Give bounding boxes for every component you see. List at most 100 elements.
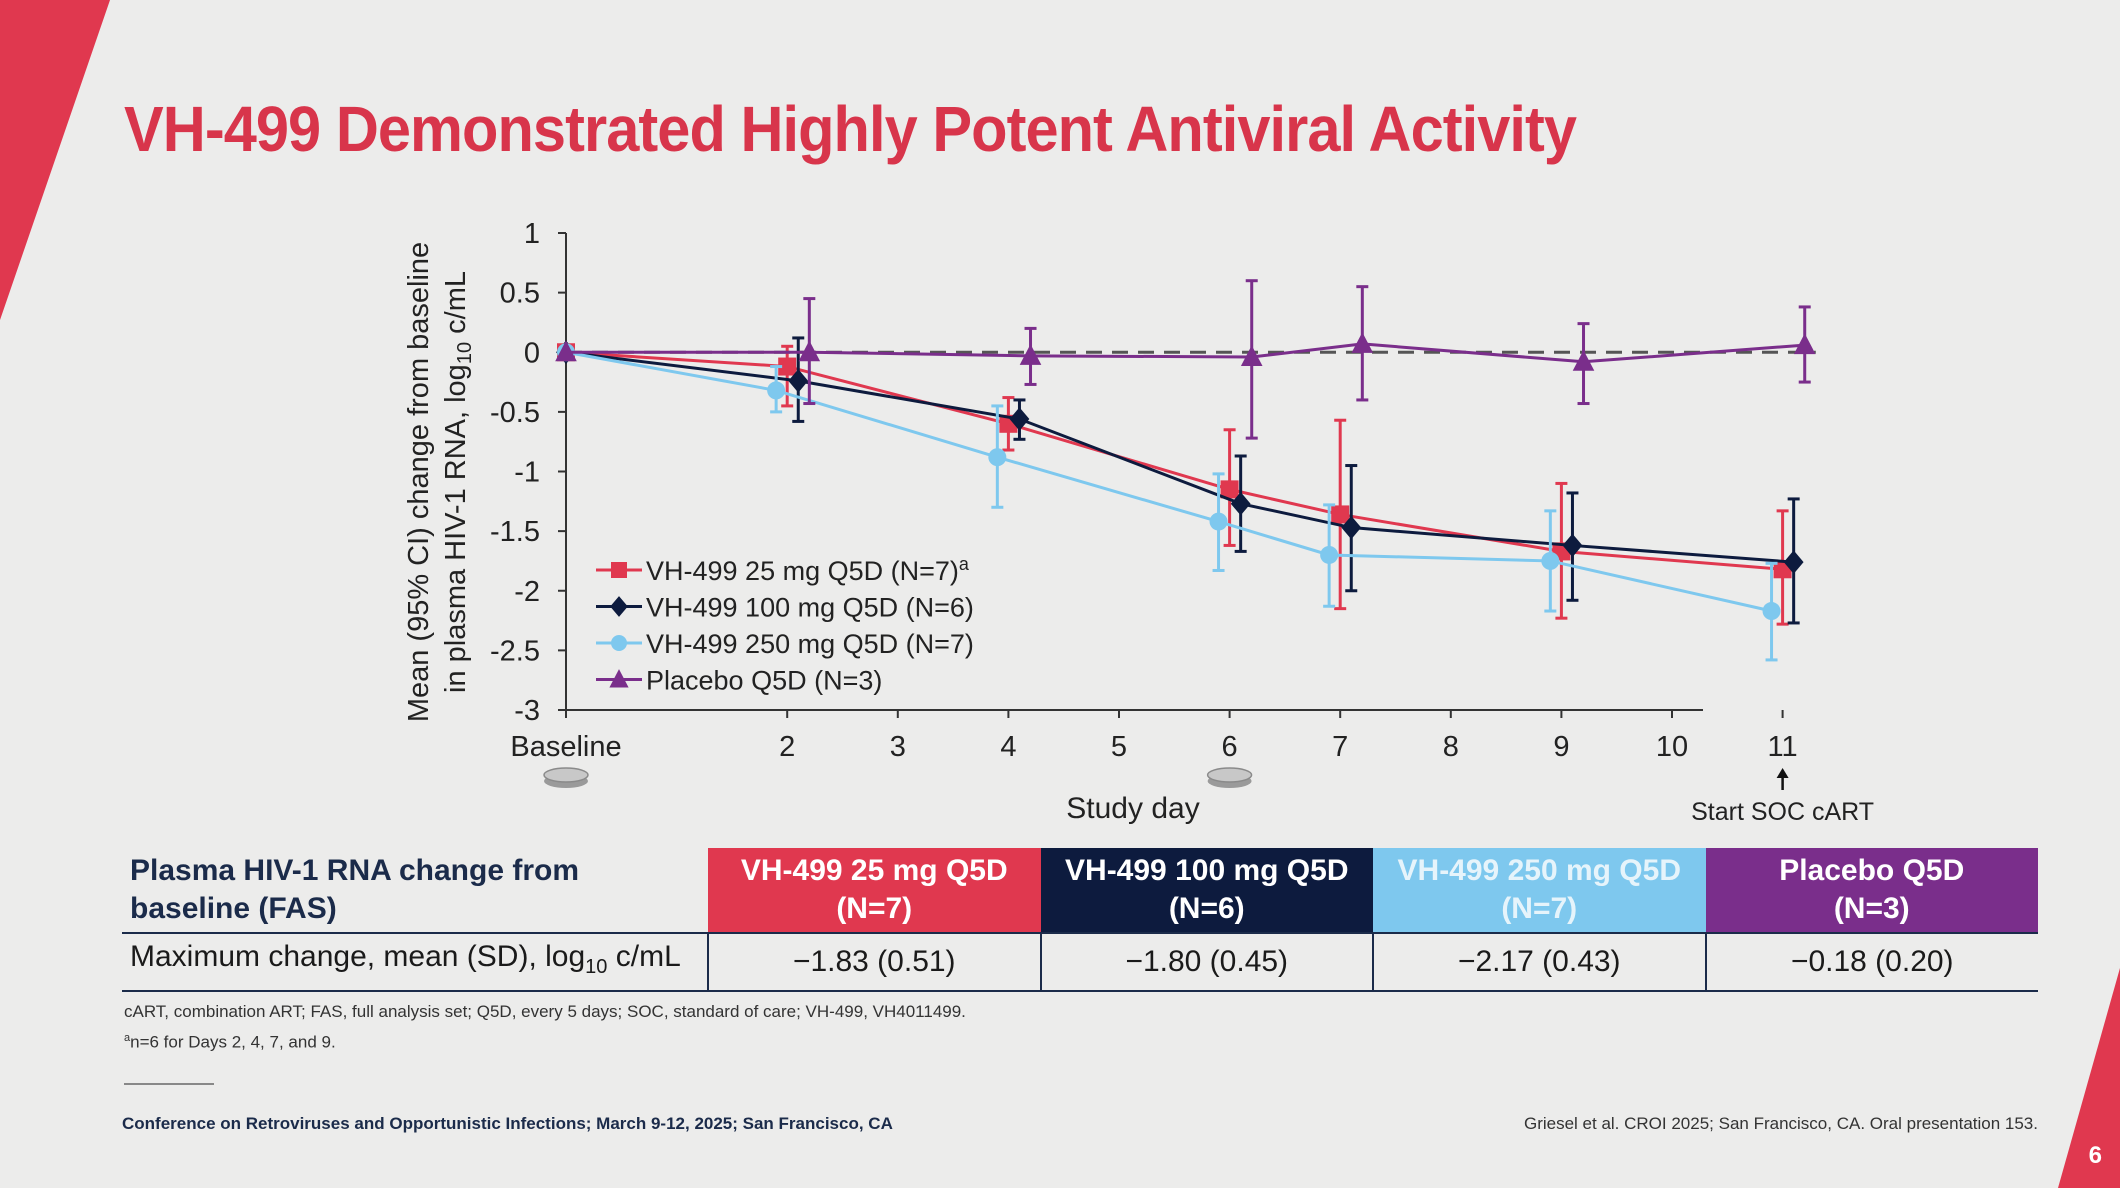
x-tick-label: 6 bbox=[1222, 731, 1238, 763]
marker-diamond bbox=[1009, 407, 1030, 431]
reference-footer: Griesel et al. CROI 2025; San Francisco,… bbox=[1523, 1114, 2038, 1133]
y-tick-label: 1 bbox=[524, 218, 540, 250]
marker-triangle bbox=[1351, 332, 1374, 353]
marker-triangle bbox=[1793, 333, 1816, 355]
x-tick-label: 8 bbox=[1443, 731, 1459, 763]
footnote-a-text: n=6 for Days 2, 4, 7, and 9. bbox=[130, 1032, 336, 1052]
y-tick-label: -2.5 bbox=[490, 635, 540, 667]
column-header-placebo: Placebo Q5D (N=3) bbox=[1705, 848, 2038, 933]
marker-square bbox=[1331, 505, 1350, 524]
row-label: Maximum change, mean (SD), log10 c/mL bbox=[122, 932, 708, 992]
column-header-line2: (N=6) bbox=[1168, 892, 1245, 925]
footnote-abbreviations: cART, combination ART; FAS, full analysi… bbox=[124, 1002, 966, 1021]
marker-square bbox=[1220, 480, 1239, 499]
marker-diamond bbox=[788, 369, 809, 393]
footnote-divider bbox=[124, 1083, 214, 1085]
row-label-unit: c/mL bbox=[607, 940, 681, 973]
marker-triangle bbox=[555, 340, 577, 362]
annotation-start-soc-cart: Start SOC cART bbox=[1691, 798, 1874, 826]
marker-triangle bbox=[609, 669, 629, 688]
value-cell-25mg: −1.83 (0.51) bbox=[707, 932, 1041, 992]
marker-diamond bbox=[610, 596, 628, 617]
y-tick-label: 0 bbox=[524, 337, 540, 369]
annotation-arrow-head bbox=[1776, 768, 1789, 778]
x-tick-label: 3 bbox=[890, 731, 906, 763]
row-label-text: Maximum change, mean (SD), log bbox=[130, 940, 586, 973]
corner-decoration-top-left bbox=[0, 0, 110, 320]
series-2 bbox=[557, 343, 1781, 662]
page-number: 6 bbox=[2088, 1142, 2102, 1169]
marker-square bbox=[611, 562, 627, 578]
marker-circle bbox=[1762, 602, 1781, 621]
x-tick-label: 4 bbox=[1000, 731, 1016, 763]
column-header-line1: Placebo Q5D bbox=[1779, 854, 1965, 887]
column-header-line2: (N=7) bbox=[836, 892, 913, 925]
x-tick-label: 5 bbox=[1111, 731, 1127, 763]
conference-footer: Conference on Retroviruses and Opportuni… bbox=[122, 1114, 893, 1133]
x-tick-label: 2 bbox=[779, 731, 795, 763]
column-header-line1: VH-499 25 mg Q5D bbox=[740, 854, 1008, 887]
x-tick-label: 10 bbox=[1656, 731, 1688, 763]
column-header-line1: VH-499 250 mg Q5D bbox=[1397, 854, 1681, 887]
column-header-line2: (N=3) bbox=[1833, 892, 1910, 925]
marker-triangle bbox=[1572, 350, 1595, 371]
marker-circle bbox=[1541, 551, 1560, 570]
y-axis-label-line1: Mean (95% CI) change from baseline bbox=[403, 242, 435, 722]
column-header-250mg: VH-499 250 mg Q5D (N=7) bbox=[1373, 848, 1706, 933]
y-tick-label: -3 bbox=[514, 695, 540, 727]
table-header-row: Plasma HIV-1 RNA change from baseline (F… bbox=[122, 848, 2038, 933]
marker-circle bbox=[1209, 512, 1228, 531]
x-tick-label: 7 bbox=[1332, 731, 1348, 763]
footnote-marker: a bbox=[124, 1032, 131, 1044]
legend-label: VH-499 250 mg Q5D (N=7) bbox=[646, 629, 974, 659]
table-row: Maximum change, mean (SD), log10 c/mL −1… bbox=[122, 932, 2038, 992]
x-tick-label: 11 bbox=[1768, 731, 1798, 763]
value-cell-100mg: −1.80 (0.45) bbox=[1039, 932, 1373, 992]
x-tick-label: 9 bbox=[1553, 731, 1569, 763]
y-tick-label: -1.5 bbox=[490, 516, 540, 548]
marker-diamond bbox=[1783, 550, 1804, 574]
dosing-icon bbox=[1206, 767, 1253, 788]
y-tick-label: 0.5 bbox=[500, 278, 540, 310]
value-cell-250mg: −2.17 (0.43) bbox=[1372, 932, 1706, 992]
marker-triangle bbox=[798, 340, 821, 362]
row-label-subscript: 10 bbox=[585, 956, 608, 978]
series-1 bbox=[556, 336, 1804, 625]
y-tick-label: -2 bbox=[514, 576, 540, 608]
row-header-line1: Plasma HIV-1 RNA change from bbox=[130, 854, 580, 887]
legend-label: Placebo Q5D (N=3) bbox=[646, 666, 882, 696]
slide-title: VH-499 Demonstrated Highly Potent Antivi… bbox=[124, 93, 1577, 165]
legend-label: VH-499 25 mg Q5D (N=7)a bbox=[646, 554, 970, 586]
marker-circle bbox=[767, 381, 786, 400]
antiviral-activity-chart: 1 0.5 0 -0.5 -1 -1.5 -2 -2.5 -3 Baseline 2 3 4 5 6 7 8 9 1… bbox=[403, 218, 1874, 826]
x-tick-label: Baseline bbox=[510, 731, 621, 763]
legend-label: VH-499 100 mg Q5D (N=6) bbox=[646, 593, 974, 623]
marker-diamond bbox=[1562, 533, 1583, 558]
series-3 bbox=[555, 279, 1816, 440]
marker-circle bbox=[1320, 545, 1339, 564]
marker-circle bbox=[611, 635, 627, 651]
dosing-icon bbox=[543, 767, 589, 788]
y-axis-label-line2: in plasma HIV-1 RNA, log10 c/mL bbox=[440, 271, 476, 693]
x-axis-label: Study day bbox=[1066, 792, 1199, 825]
marker-diamond bbox=[1341, 515, 1362, 540]
max-change-table: Plasma HIV-1 RNA change from baseline (F… bbox=[122, 848, 2038, 992]
marker-circle bbox=[988, 448, 1007, 467]
series-line bbox=[565, 350, 1794, 564]
column-header-25mg: VH-499 25 mg Q5D (N=7) bbox=[708, 848, 1041, 933]
row-header-line2: baseline (FAS) bbox=[130, 892, 337, 925]
marker-triangle bbox=[1240, 345, 1263, 367]
corner-decoration-bottom-right bbox=[2058, 968, 2120, 1188]
table-row-header: Plasma HIV-1 RNA change from baseline (F… bbox=[122, 848, 708, 933]
y-tick-label: -0.5 bbox=[490, 397, 540, 429]
marker-diamond bbox=[1230, 491, 1251, 516]
y-tick-label: -1 bbox=[514, 457, 540, 489]
dose-pill-top bbox=[543, 767, 589, 783]
footnote-a: an=6 for Days 2, 4, 7, and 9. bbox=[124, 1032, 336, 1053]
column-header-100mg: VH-499 100 mg Q5D (N=6) bbox=[1040, 848, 1373, 933]
marker-square bbox=[778, 357, 797, 376]
column-header-line2: (N=7) bbox=[1501, 892, 1578, 925]
dose-pill-top bbox=[1206, 767, 1253, 783]
column-header-line1: VH-499 100 mg Q5D bbox=[1065, 854, 1349, 887]
marker-triangle bbox=[1019, 344, 1042, 365]
